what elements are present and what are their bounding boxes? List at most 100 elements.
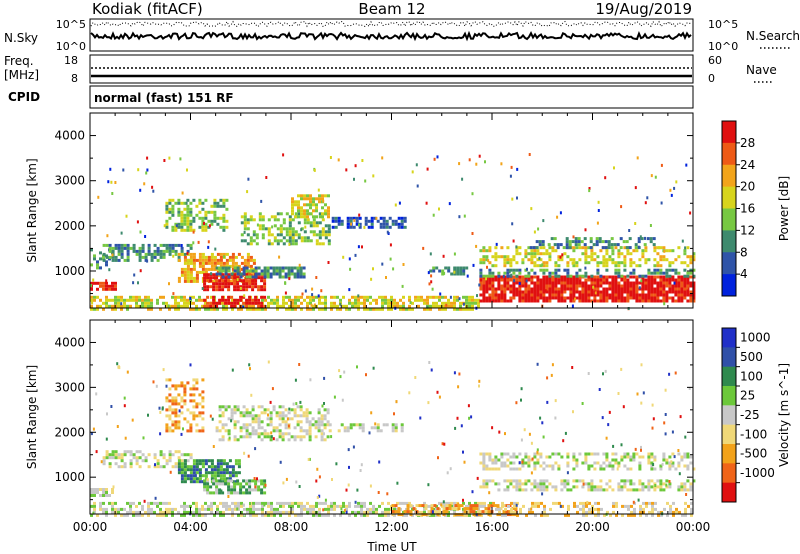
echo-region-0 — [90, 488, 114, 497]
colorbar-tick-2: 20 — [740, 180, 755, 194]
y-tick-label-3: 4000 — [54, 129, 85, 143]
colorbar-tick-4: -25 — [740, 408, 760, 422]
colorbar-swatch-0 — [722, 328, 736, 348]
y-axis-label: Slant Range [km] — [25, 365, 39, 469]
colorbar-swatch-0 — [722, 121, 736, 144]
echo-region-14 — [479, 268, 696, 278]
x-tick-label-6: 00:00 — [676, 520, 711, 534]
x-axis-title: Time UT — [366, 540, 417, 554]
colorbar-tick-3: 25 — [740, 389, 755, 403]
colorbar-tick-0: 28 — [740, 136, 755, 150]
velocity-panel: 1000 2000 3000 4000 Slant Range [km] 00:00 04:… — [25, 319, 791, 534]
nsearch-label: N.Search — [746, 29, 800, 43]
colorbar-swatch-7 — [722, 463, 736, 484]
y-tick-label-1: 2000 — [54, 425, 85, 439]
cpid-strip: CPID normal (fast) 151 RF — [8, 85, 694, 109]
scattered-echoes — [90, 360, 691, 517]
colorbar-swatch-3 — [722, 386, 736, 406]
nsearch-trace — [90, 20, 692, 28]
cpid-label: CPID — [8, 90, 40, 104]
echo-region-0 — [90, 281, 117, 291]
echo-region-3 — [165, 198, 229, 232]
colorbar-tick-1: 24 — [740, 158, 755, 172]
colorbar-tick-4: 12 — [740, 223, 755, 237]
cpid-text: normal (fast) 151 RF — [94, 91, 234, 105]
echo-region-11 — [203, 295, 267, 308]
x-tick-label-0: 00:00 — [73, 520, 108, 534]
echo-region-9 — [479, 479, 696, 492]
freq-strip: Freq. [MHz] 18 8 60 0 Nave — [4, 54, 777, 85]
colorbar-tick-1: 500 — [740, 350, 763, 364]
colorbar-tick-5: 8 — [740, 245, 748, 259]
colorbar-swatch-2 — [722, 164, 736, 188]
x-tick-label-4: 16:00 — [475, 520, 510, 534]
nsky-tick-top: 10^5 — [56, 18, 86, 31]
echo-region-15 — [479, 246, 696, 268]
echo-region-5 — [215, 405, 330, 442]
colorbar-swatch-6 — [722, 252, 736, 275]
x-tick-label-1: 04:00 — [173, 520, 208, 534]
nsky-label: N.Sky — [4, 31, 38, 45]
echo-region-8 — [291, 194, 330, 219]
echo-region-1 — [102, 450, 193, 469]
colorbar-tick-7: -1000 — [740, 466, 775, 480]
scattered-echoes — [90, 153, 692, 311]
freq-label-2: [MHz] — [4, 68, 39, 82]
nave-tick-bottom: 0 — [708, 72, 715, 85]
nsky-strip: N.Sky 10^5 10^0 10^5 10^0 N.Search — [4, 18, 800, 53]
colorbar-swatch-1 — [722, 347, 736, 368]
power-panel: 1000 2000 3000 4000 Slant Range [km] 28 24 20 16… — [25, 112, 791, 311]
colorbar-swatch-5 — [722, 230, 736, 253]
colorbar-swatch-6 — [722, 444, 736, 464]
nave-label: Nave — [746, 63, 777, 77]
x-tick-label-2: 08:00 — [274, 520, 309, 534]
y-axis-label: Slant Range [km] — [25, 158, 39, 262]
colorbar-swatch-7 — [722, 274, 736, 297]
colorbar-tick-6: 4 — [740, 267, 748, 281]
echo-region-6 — [328, 423, 404, 433]
nsearch-tick-top: 10^5 — [708, 18, 738, 31]
echo-region-2 — [165, 378, 205, 433]
colorbar-tick-5: -100 — [740, 427, 767, 441]
colorbar-tick-6: -500 — [740, 447, 767, 461]
y-tick-label-2: 3000 — [54, 174, 85, 188]
nsearch-tick-bottom: 10^0 — [708, 40, 738, 53]
nsky-tick-bottom: 10^0 — [56, 40, 86, 53]
echo-region-16 — [529, 237, 656, 250]
colorbar-swatch-5 — [722, 424, 736, 445]
colorbar-label: Velocity [m s^-1] — [777, 363, 791, 467]
station-title: Kodiak (fitACF) — [92, 0, 203, 18]
colorbar-swatch-1 — [722, 142, 736, 166]
date-title: 19/Aug/2019 — [595, 0, 692, 18]
y-tick-label-2: 3000 — [54, 380, 85, 394]
colorbar-swatch-2 — [722, 366, 736, 387]
colorbar: 28 24 20 16 12 8 4 Power [dB] — [721, 120, 791, 297]
beam-title: Beam 12 — [358, 0, 425, 18]
echo-region-2 — [102, 243, 193, 262]
freq-tick-bottom: 8 — [71, 72, 78, 85]
nsky-trace — [90, 30, 692, 42]
colorbar-swatch-8 — [722, 482, 736, 503]
y-tick-label-3: 4000 — [54, 335, 85, 349]
echo-region-13 — [479, 275, 696, 303]
echo-region-4 — [203, 479, 267, 495]
echo-cells — [90, 153, 696, 311]
freq-tick-top: 18 — [64, 54, 78, 67]
colorbar-tick-3: 16 — [740, 202, 755, 216]
freq-label-1: Freq. — [4, 54, 34, 68]
echo-region-11 — [492, 501, 693, 517]
x-tick-label-3: 12:00 — [374, 520, 409, 534]
echo-region-10 — [479, 452, 696, 471]
x-tick-label-5: 20:00 — [575, 520, 610, 534]
y-tick-label-0: 1000 — [54, 470, 85, 484]
colorbar-swatch-3 — [722, 186, 736, 209]
colorbar-tick-2: 100 — [740, 369, 763, 383]
colorbar-swatch-4 — [722, 405, 736, 426]
colorbar-tick-0: 1000 — [740, 331, 771, 345]
echo-region-9 — [331, 216, 407, 229]
colorbar-label: Power [dB] — [777, 176, 791, 241]
echo-region-3 — [177, 459, 241, 484]
y-tick-label-1: 2000 — [54, 219, 85, 233]
